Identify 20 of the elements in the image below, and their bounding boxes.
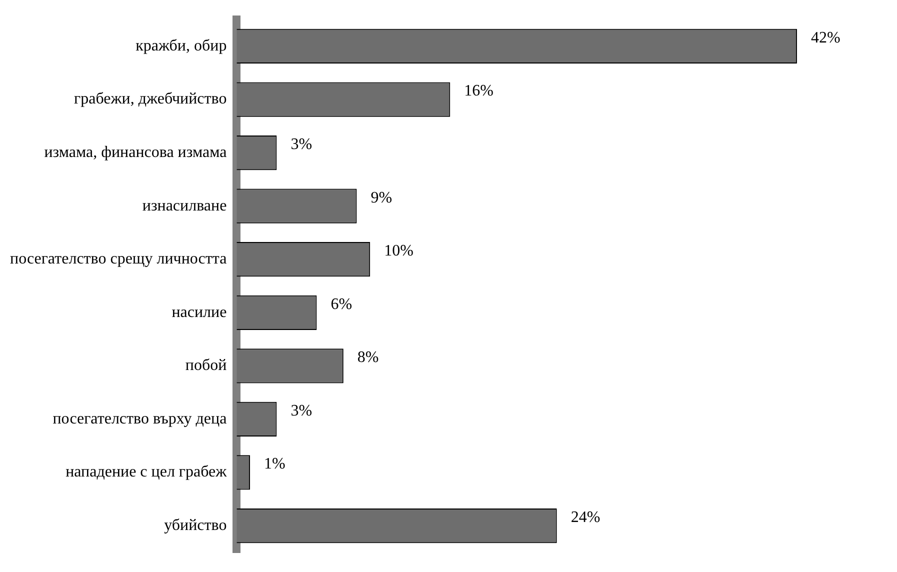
y-tick-label: насилие [172,304,227,321]
data-label: 1% [264,456,286,473]
data-label: 10% [384,242,414,260]
data-label: 42% [810,29,840,46]
data-label: 24% [570,508,600,526]
data-label: 16% [464,82,494,100]
y-tick-label: посегателство върху деца [52,410,227,428]
y-tick-label: посегателство срещу личността [10,250,227,268]
data-label: 8% [357,349,379,366]
y-tick-label: кражби, обир [136,37,227,54]
data-label: 6% [330,296,352,313]
y-tick-label: изнасилване [142,197,227,214]
y-tick-label: нападение с цел грабеж [66,464,228,481]
y-tick-label: побой [185,357,228,374]
y-tick-label: измама, финансова измама [44,144,227,162]
y-tick-label: убийство [164,516,227,534]
data-label: 9% [370,189,392,206]
y-tick-label: грабежи, джебчийство [74,90,227,108]
data-label: 3% [290,136,312,154]
data-label: 3% [290,402,312,420]
